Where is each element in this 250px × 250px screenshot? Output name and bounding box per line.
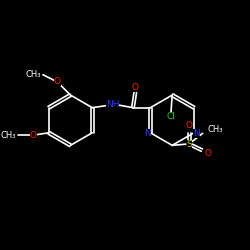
Text: O: O — [186, 121, 193, 130]
Text: O: O — [205, 148, 212, 158]
Text: O: O — [30, 131, 37, 140]
Text: CH₃: CH₃ — [208, 125, 223, 134]
Text: CH₃: CH₃ — [0, 131, 16, 140]
Text: NH: NH — [106, 100, 119, 108]
Text: N: N — [144, 129, 151, 138]
Text: O: O — [54, 78, 61, 86]
Text: CH₃: CH₃ — [25, 70, 40, 79]
Text: O: O — [132, 83, 139, 92]
Text: N: N — [194, 129, 200, 138]
Text: S: S — [186, 140, 192, 149]
Text: Cl: Cl — [166, 112, 175, 121]
